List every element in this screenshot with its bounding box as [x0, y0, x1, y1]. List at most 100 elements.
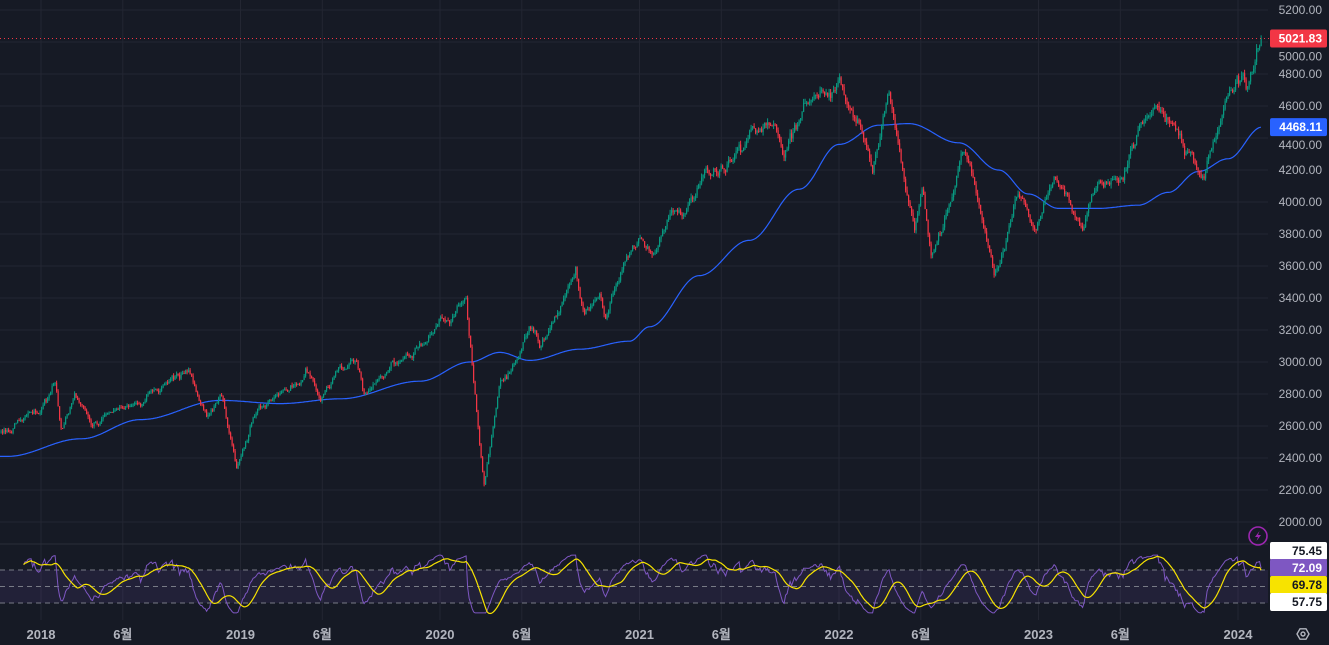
candle-down [627, 256, 629, 258]
candle-down [206, 410, 208, 417]
price-axis[interactable]: 5200.00 5000.00 4800.00 4600.00 4400.00 4200.… [1279, 3, 1323, 529]
candle-down [605, 314, 607, 319]
candle-up [495, 407, 497, 417]
settings-icon[interactable] [1296, 628, 1310, 640]
candle-down [533, 327, 535, 332]
candle-up [678, 210, 680, 213]
moving-average-line [0, 123, 1262, 457]
candle-up [944, 218, 946, 228]
candle-down [863, 131, 865, 139]
candle-down [870, 158, 872, 166]
candle-down [776, 124, 778, 131]
candle-up [1242, 73, 1244, 76]
candle-up [491, 436, 493, 448]
candle-down [681, 214, 683, 217]
candle-down [866, 141, 868, 147]
candle-up [800, 118, 802, 121]
candle-up [941, 232, 943, 235]
candle-up [674, 210, 676, 212]
candle-up [653, 253, 655, 255]
lightning-icon[interactable] [1248, 526, 1268, 546]
candle-up [1110, 180, 1112, 185]
candle-down [860, 123, 862, 128]
candle-down [771, 125, 773, 127]
candle-up [30, 411, 32, 413]
candle-up [621, 269, 623, 273]
candle-down [353, 359, 355, 363]
candle-up [624, 261, 626, 264]
candle-down [783, 154, 785, 158]
price-tick-label: 4400.00 [1279, 138, 1323, 152]
candle-down [578, 278, 580, 288]
candle-down [158, 390, 160, 393]
rsi-panel[interactable] [0, 554, 1268, 615]
candle-up [1098, 180, 1100, 185]
candle-up [885, 103, 887, 112]
candle-down [228, 425, 230, 433]
candle-up [713, 168, 715, 175]
candle-up [873, 161, 875, 173]
candle-down [791, 133, 793, 139]
time-axis[interactable]: 2018 6월 2019 6월 2020 6월 2021 6월 2022 6월 2023 6월 2024 [27, 627, 1254, 642]
candle-down [939, 233, 941, 235]
candle-down [1019, 194, 1021, 198]
candle-up [398, 362, 400, 364]
candle-down [506, 376, 508, 379]
candle-up [347, 366, 349, 369]
candle-down [1163, 112, 1165, 114]
candle-down [978, 198, 980, 205]
candle-up [819, 90, 821, 97]
candle-up [3, 429, 5, 433]
candle-up [759, 129, 761, 132]
candle-up [17, 420, 19, 424]
candle-down [383, 376, 385, 378]
candle-up [1152, 108, 1154, 114]
candle-down [1025, 202, 1027, 207]
candle-up [1166, 117, 1168, 123]
candle-down [990, 251, 992, 257]
candle-down [603, 307, 605, 315]
candle-up [548, 330, 550, 335]
candle-down [264, 405, 266, 408]
candle-down [891, 102, 893, 109]
candle-up [545, 337, 547, 340]
candle-up [1176, 129, 1178, 131]
candle-up [815, 94, 817, 96]
candle-up [53, 383, 55, 386]
candle-down [692, 197, 694, 199]
candle-up [119, 407, 121, 409]
candle-down [648, 246, 650, 251]
candle-up [762, 127, 764, 132]
candle-up [1205, 171, 1207, 179]
candle-down [1077, 217, 1079, 219]
candle-down [680, 210, 682, 215]
candle-up [335, 372, 337, 377]
time-tick-label: 2021 [625, 627, 654, 642]
candle-up [686, 209, 688, 214]
candle-up [665, 226, 667, 230]
candle-up [375, 381, 377, 384]
candle-down [912, 212, 914, 222]
candle-up [1124, 170, 1126, 181]
candle-up [213, 406, 215, 411]
candle-down [536, 330, 538, 336]
candle-down [1173, 123, 1175, 125]
candle-up [591, 305, 593, 307]
candle-down [98, 423, 100, 425]
candle-down [830, 92, 832, 98]
candle-down [84, 407, 86, 411]
candle-down [233, 445, 235, 452]
candle-up [549, 327, 551, 331]
candle-down [1034, 227, 1036, 230]
candle-down [965, 152, 967, 154]
candle-up [597, 297, 599, 299]
candle-up [246, 440, 248, 443]
candle-down [677, 209, 679, 213]
candle-up [1104, 181, 1106, 187]
candle-down [197, 391, 199, 396]
candle-down [1116, 178, 1118, 180]
candle-down [1182, 139, 1184, 146]
candle-up [431, 333, 433, 335]
candle-up [330, 383, 332, 388]
